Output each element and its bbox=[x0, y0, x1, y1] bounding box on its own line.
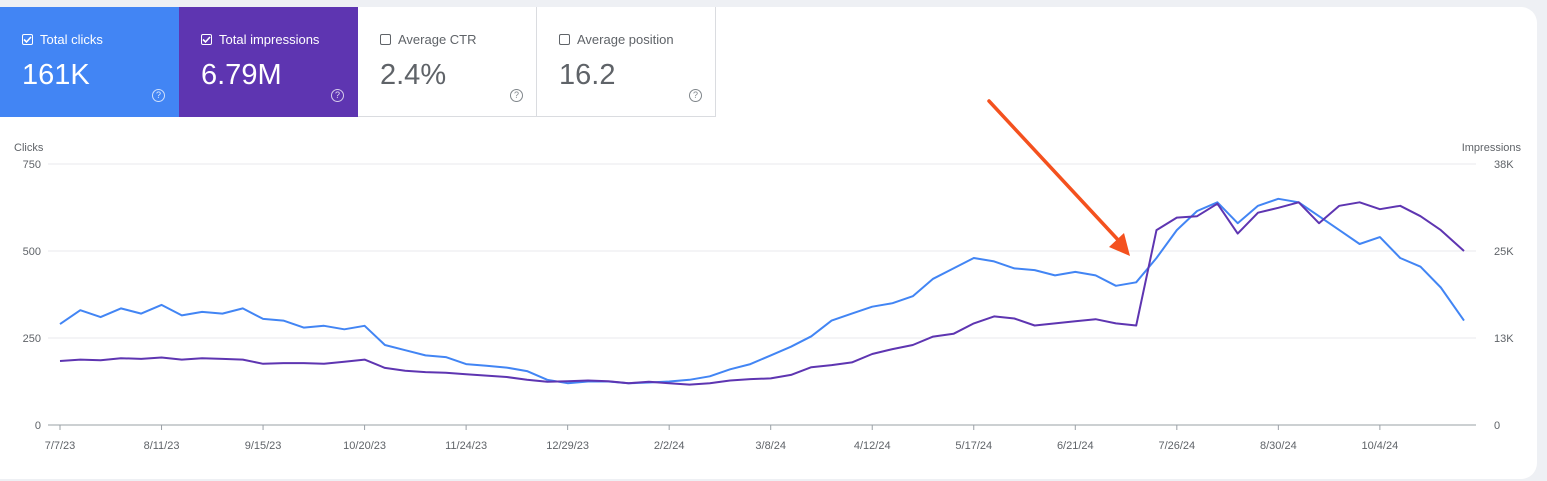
label-layer: Clicks Impressions 0 0 250 13K 500 25K 750 38K 7… bbox=[14, 142, 1522, 452]
x-tick-label: 5/17/24 bbox=[955, 440, 992, 452]
series-layer bbox=[59, 197, 1465, 386]
y-tick-left: 500 bbox=[23, 246, 41, 258]
annotation-arrow bbox=[987, 99, 1130, 256]
x-tick-label: 7/7/23 bbox=[45, 440, 76, 452]
left-axis-title: Clicks bbox=[14, 142, 44, 154]
help-icon[interactable]: ? bbox=[152, 89, 165, 102]
checkbox-unchecked-icon[interactable] bbox=[380, 34, 391, 45]
checkbox-checked-icon[interactable] bbox=[22, 34, 33, 45]
clicks-series-line[interactable] bbox=[59, 197, 1465, 385]
metric-label: Average CTR bbox=[398, 32, 477, 47]
y-tick-left: 0 bbox=[35, 420, 41, 432]
metric-label: Total clicks bbox=[40, 32, 103, 47]
x-tick-label: 7/26/24 bbox=[1158, 440, 1195, 452]
x-tick-label: 10/4/24 bbox=[1362, 440, 1399, 452]
help-icon[interactable]: ? bbox=[331, 89, 344, 102]
x-tick-label: 4/12/24 bbox=[854, 440, 891, 452]
help-icon[interactable]: ? bbox=[689, 89, 702, 102]
help-icon[interactable]: ? bbox=[510, 89, 523, 102]
checkbox-checked-icon[interactable] bbox=[201, 34, 212, 45]
metric-tile-average-position[interactable]: Average position 16.2 ? bbox=[537, 7, 716, 117]
x-tick-label: 8/11/23 bbox=[144, 440, 180, 452]
grid-layer bbox=[48, 163, 1476, 430]
metric-tiles: Total clicks 161K ? Total impressions 6.… bbox=[0, 7, 716, 117]
right-axis-title: Impressions bbox=[1462, 142, 1522, 154]
metric-label: Average position bbox=[577, 32, 674, 47]
metric-label: Total impressions bbox=[219, 32, 320, 47]
x-tick-label: 11/24/23 bbox=[445, 440, 487, 452]
y-tick-right: 38K bbox=[1494, 159, 1514, 171]
metric-value: 2.4% bbox=[380, 59, 447, 91]
y-tick-right: 25K bbox=[1494, 246, 1514, 258]
performance-chart: Clicks Impressions 0 0 250 13K 500 25K 750 38K 7… bbox=[14, 99, 1522, 452]
x-tick-label: 9/15/23 bbox=[245, 440, 282, 452]
metric-tile-average-ctr[interactable]: Average CTR 2.4% ? bbox=[358, 7, 537, 117]
checkbox-unchecked-icon[interactable] bbox=[559, 34, 570, 45]
x-tick-label: 6/21/24 bbox=[1057, 440, 1094, 452]
x-tick-label: 3/8/24 bbox=[755, 440, 786, 452]
metric-value: 161K bbox=[22, 59, 90, 91]
x-tick-label: 10/20/23 bbox=[343, 440, 386, 452]
y-tick-left: 750 bbox=[23, 159, 41, 171]
metric-tile-total-clicks[interactable]: Total clicks 161K ? bbox=[0, 7, 179, 117]
metric-tile-total-impressions[interactable]: Total impressions 6.79M ? bbox=[179, 7, 358, 117]
metric-value: 16.2 bbox=[559, 59, 616, 91]
y-tick-left: 250 bbox=[23, 333, 41, 345]
metric-value: 6.79M bbox=[201, 59, 282, 91]
x-tick-label: 8/30/24 bbox=[1260, 440, 1297, 452]
impressions-series-line[interactable] bbox=[59, 201, 1465, 386]
performance-card: Clicks Impressions 0 0 250 13K 500 25K 750 38K 7… bbox=[0, 7, 1537, 479]
y-tick-right: 13K bbox=[1494, 333, 1514, 345]
x-tick-label: 2/2/24 bbox=[654, 440, 685, 452]
x-tick-label: 12/29/23 bbox=[546, 440, 589, 452]
y-tick-right: 0 bbox=[1494, 420, 1500, 432]
